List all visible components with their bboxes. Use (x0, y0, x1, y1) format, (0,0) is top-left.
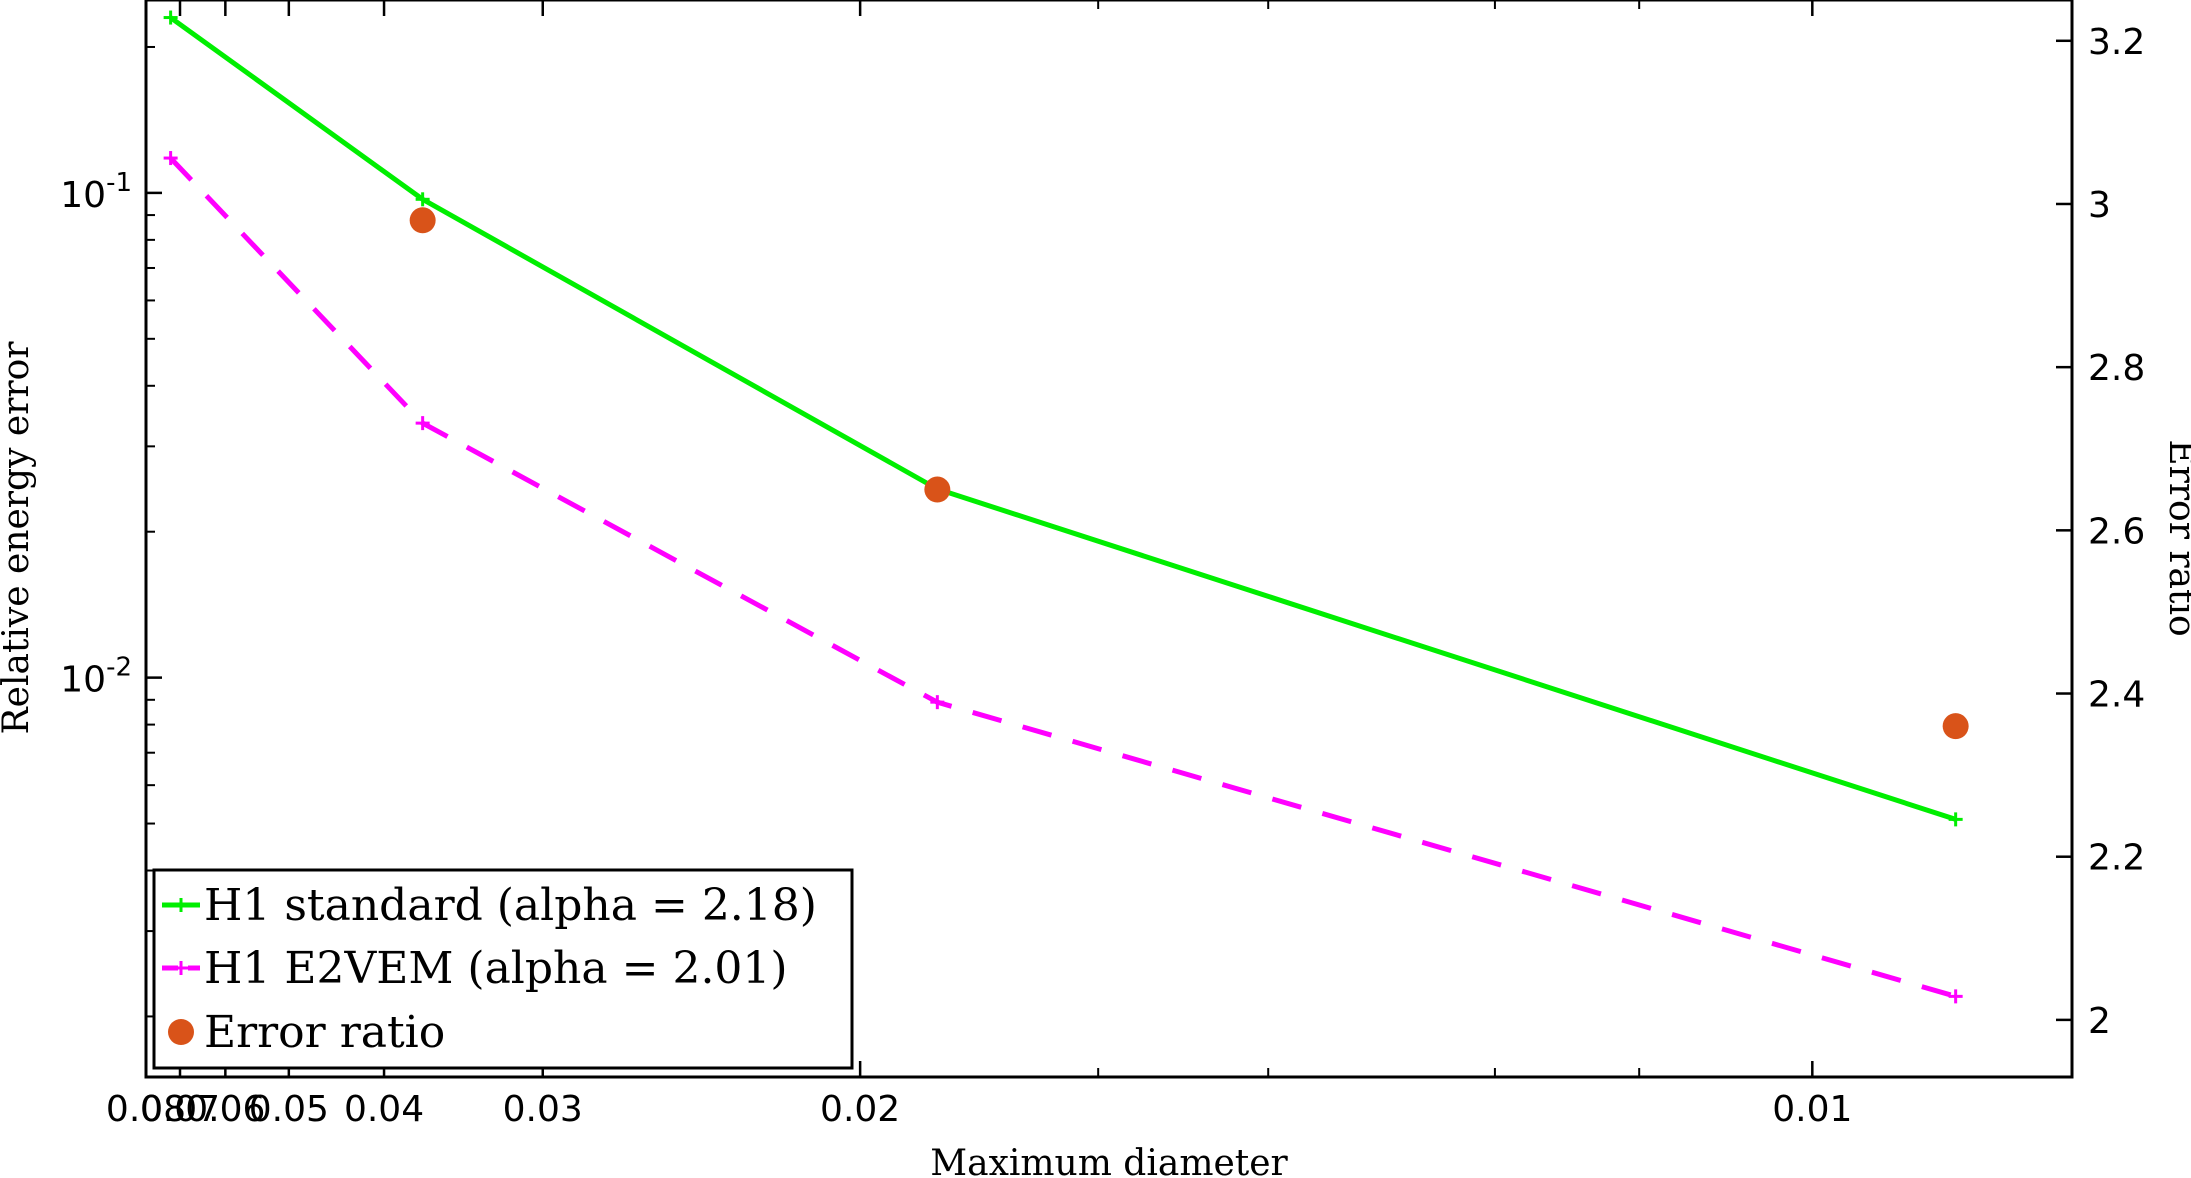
legend-label: H1 standard (alpha = 2.18) (204, 880, 817, 931)
data-point (924, 476, 951, 503)
series-line (169, 15, 1957, 822)
series-line (168, 156, 1957, 999)
legend-swatch (168, 1019, 194, 1045)
legend-box (152, 868, 854, 1070)
x-tick-label: 0.03 (503, 1089, 583, 1130)
legend-item: Error ratio (168, 1007, 445, 1058)
x-axis: 0.080.070.060.05 0.04 0.03 0.02 0.01 (106, 0, 1852, 1130)
y-right-tick-label: 2.4 (2088, 675, 2145, 716)
legend-item: H1 standard (alpha = 2.18) (162, 880, 817, 931)
x-tick-label: 0.04 (344, 1089, 424, 1130)
y-right-tick-label: 2.6 (2088, 511, 2145, 552)
legend-item: H1 E2VEM (alpha = 2.01) (162, 943, 788, 994)
left-y-axis-label: Relative energy error (0, 341, 37, 735)
data-point (409, 207, 436, 234)
y-right-tick-label: 3 (2088, 185, 2111, 226)
y-right-tick-label: 3.2 (2088, 22, 2145, 63)
x-tick-label: 0.05 (249, 1089, 329, 1130)
data-point (1942, 713, 1969, 740)
legend-label: Error ratio (204, 1007, 445, 1058)
legend-label: H1 E2VEM (alpha = 2.01) (204, 943, 788, 994)
y-left-tick-label: 10-2 (60, 653, 132, 701)
x-tick-label: 0.02 (820, 1089, 900, 1130)
x-tick-label: 0.07 (140, 1089, 220, 1130)
series-2 (163, 151, 1963, 1004)
series-layer (157, 10, 1969, 1004)
x-tick-label: 0.08 (106, 1089, 186, 1130)
legend: H1 standard (alpha = 2.18) H1 E2VEM (alph… (152, 868, 854, 1070)
y-left-tick-label: 10-1 (60, 168, 132, 216)
x-tick-label: 0.06 (185, 1089, 265, 1130)
y-right-tick-label: 2 (2088, 1001, 2111, 1042)
right-y-axis-label: Error ratio (2161, 439, 2191, 636)
x-tick-label: 0.01 (1772, 1089, 1852, 1130)
x-axis-label: Maximum diameter (930, 1143, 1288, 1178)
left-y-axis: 10-1 10-2 (60, 45, 162, 1018)
right-y-axis: 3.2 3 2.8 2.6 2.4 2.2 2 (2056, 22, 2145, 1042)
y-right-tick-label: 2.8 (2088, 348, 2145, 389)
y-right-tick-label: 2.2 (2088, 838, 2145, 879)
